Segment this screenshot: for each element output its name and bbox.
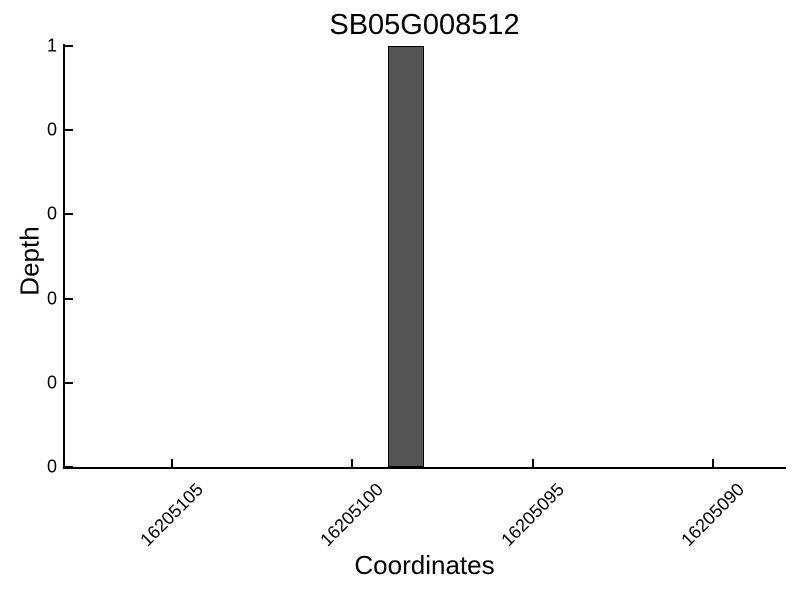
- x-tick-label: 16205095: [496, 479, 568, 551]
- y-axis-label: Depth: [14, 226, 45, 296]
- y-axis-spine: [63, 44, 65, 469]
- x-tick-label: 16205100: [316, 479, 388, 551]
- y-tick: [65, 466, 73, 468]
- y-tick: [65, 213, 73, 216]
- y-tick-label: 1: [46, 35, 57, 56]
- depth-bar: [388, 46, 425, 467]
- y-tick-label: 0: [46, 372, 57, 393]
- y-tick-label: 0: [46, 288, 57, 309]
- chart-title: SB05G008512: [329, 9, 520, 41]
- y-tick-label: 0: [46, 119, 57, 140]
- y-tick-label: 0: [46, 203, 57, 224]
- x-tick: [711, 459, 714, 467]
- y-tick: [65, 129, 73, 132]
- x-tick: [531, 459, 534, 467]
- x-tick-label: 16205105: [136, 479, 208, 551]
- x-tick-label: 16205090: [677, 479, 748, 551]
- y-tick: [65, 45, 73, 47]
- x-tick: [351, 459, 354, 467]
- y-tick-label: 0: [46, 456, 57, 477]
- x-tick: [171, 459, 174, 467]
- y-tick: [65, 297, 73, 300]
- x-axis-spine: [63, 467, 786, 469]
- x-axis-label: Coordinates: [354, 550, 495, 580]
- y-tick: [65, 381, 73, 384]
